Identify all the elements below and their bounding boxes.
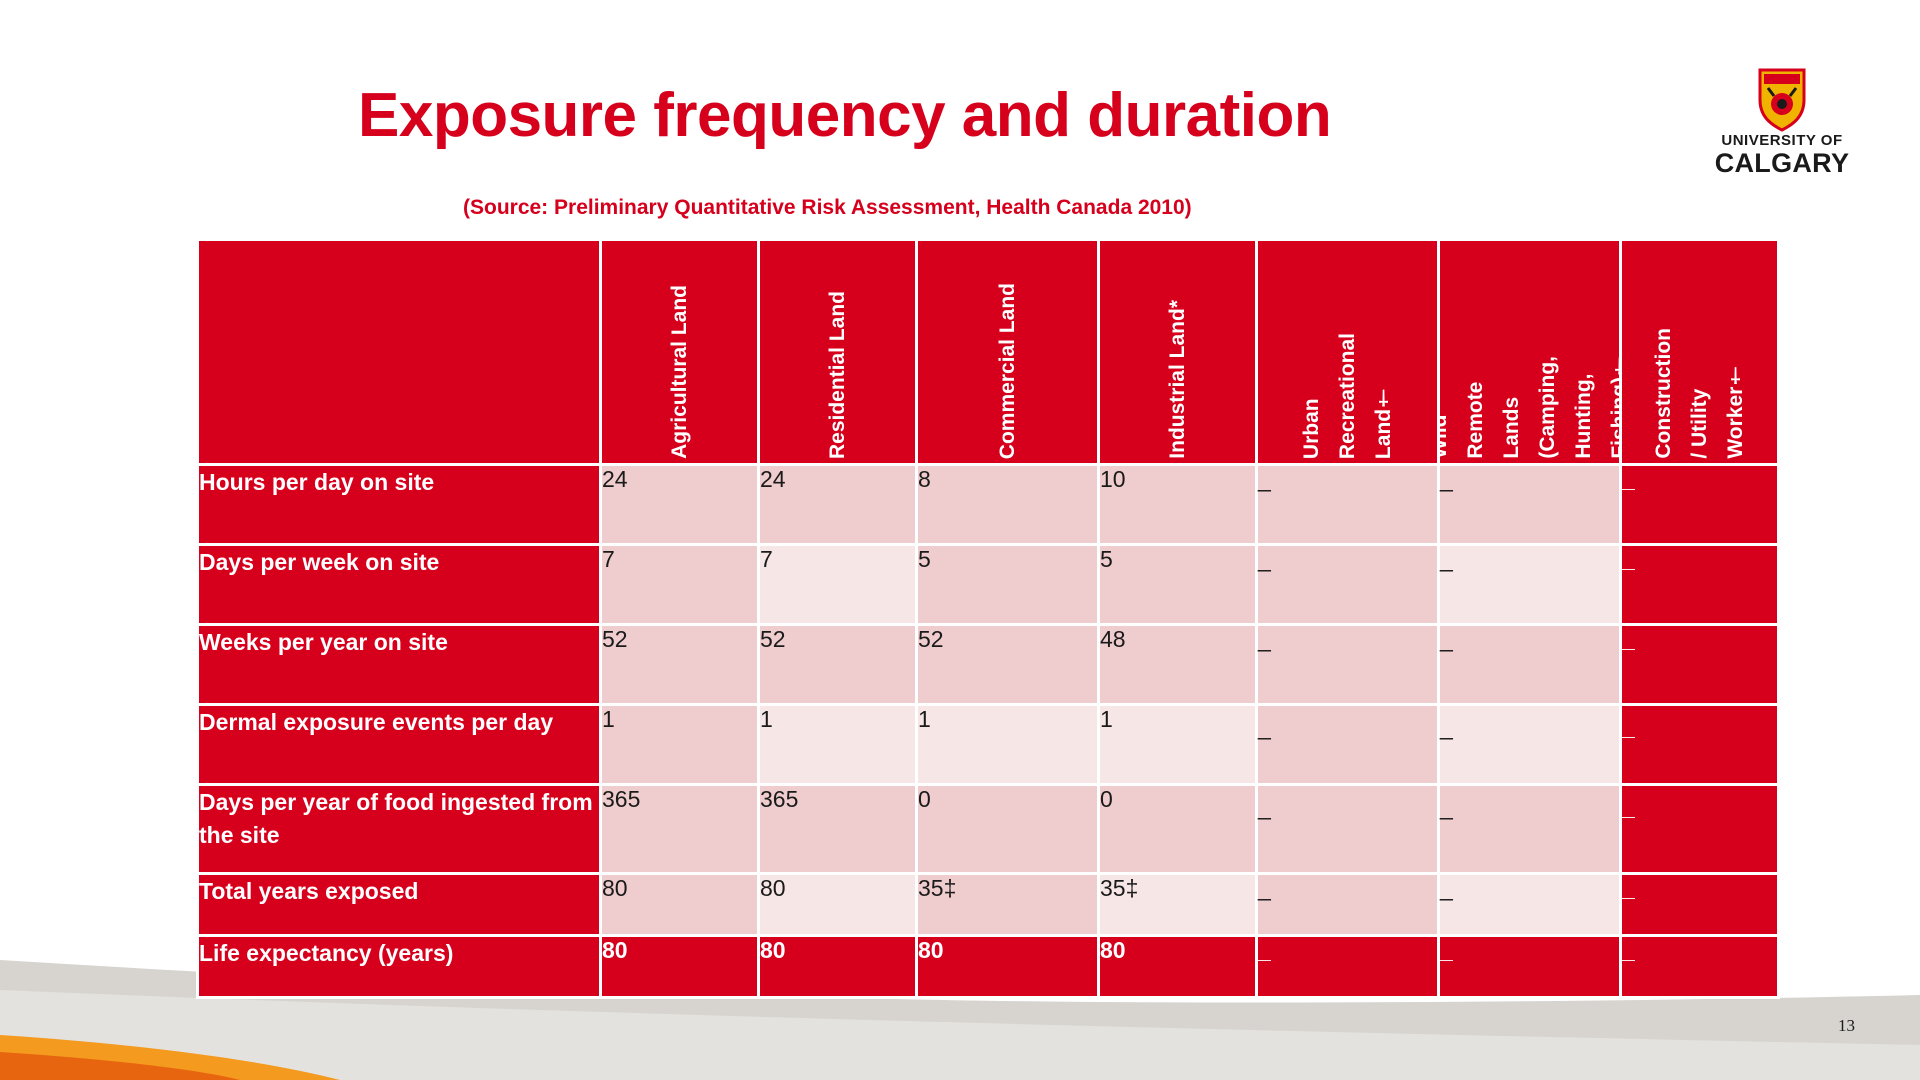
table-cell: 7 (599, 543, 760, 626)
table-cell: 80 (599, 934, 760, 999)
table-row: Total years exposed 80 80 35‡ 35‡ _ _ _ (196, 872, 1780, 937)
table-row: Days per year of food ingested from the … (196, 783, 1780, 875)
table-header-row: Agricultural Land Residential Land Comme… (196, 238, 1780, 466)
column-header: Agricultural Land (599, 238, 760, 466)
table-cell: 80 (1097, 934, 1258, 999)
column-header: Wild Remote Lands (Camping, Hunting, Fis… (1437, 238, 1622, 466)
column-header: Residential Land (757, 238, 918, 466)
table-cell: 7 (757, 543, 918, 626)
row-label: Dermal exposure events per day (196, 703, 602, 786)
table-cell: _ (1619, 703, 1780, 786)
table-cell: _ (1437, 934, 1622, 999)
table-cell: _ (1619, 783, 1780, 875)
column-header: Urban Recreational Land† (1255, 238, 1440, 466)
table-cell: 8 (915, 463, 1100, 546)
crest-icon (1758, 68, 1806, 132)
table-cell: 0 (915, 783, 1100, 875)
table-cell: 365 (757, 783, 918, 875)
table-cell: 80 (757, 872, 918, 937)
table-cell: _ (1619, 623, 1780, 706)
table-cell: 35‡ (1097, 872, 1258, 937)
row-label: Weeks per year on site (196, 623, 602, 706)
logo-line-1: UNIVERSITY OF (1721, 132, 1843, 149)
source-citation: (Source: Preliminary Quantitative Risk A… (463, 196, 1192, 219)
table-cell: 80 (757, 934, 918, 999)
table-cell: 35‡ (915, 872, 1100, 937)
table-cell: 80 (599, 872, 760, 937)
table-cell: 52 (599, 623, 760, 706)
table-cell: 1 (757, 703, 918, 786)
row-label: Life expectancy (years) (196, 934, 602, 999)
table-cell: _ (1619, 463, 1780, 546)
table-row: Hours per day on site 24 24 8 10 _ _ _ (196, 463, 1780, 546)
table-cell: 80 (915, 934, 1100, 999)
table-cell: _ (1437, 872, 1622, 937)
table-cell: 1 (599, 703, 760, 786)
column-header: Commercial Land (915, 238, 1100, 466)
table-cell: _ (1437, 703, 1622, 786)
table-cell: _ (1255, 703, 1440, 786)
table-cell: _ (1255, 934, 1440, 999)
table-cell: 24 (599, 463, 760, 546)
table-row: Dermal exposure events per day 1 1 1 1 _… (196, 703, 1780, 786)
slide-title: Exposure frequency and duration (358, 81, 1332, 150)
table-cell: 5 (1097, 543, 1258, 626)
page-number: 13 (1838, 1016, 1855, 1035)
table-cell: 24 (757, 463, 918, 546)
table-cell: _ (1619, 543, 1780, 626)
logo-line-2: CALGARY (1714, 148, 1850, 178)
university-logo: UNIVERSITY OF CALGARY (1702, 66, 1862, 178)
table-cell: _ (1255, 623, 1440, 706)
table-cell: _ (1437, 623, 1622, 706)
header-corner (196, 238, 602, 466)
table-cell: _ (1619, 934, 1780, 999)
table-cell: 5 (915, 543, 1100, 626)
table-cell: 52 (757, 623, 918, 706)
column-header: Industrial Land* (1097, 238, 1258, 466)
table-row: Weeks per year on site 52 52 52 48 _ _ _ (196, 623, 1780, 706)
table-cell: 48 (1097, 623, 1258, 706)
table-row: Days per week on site 7 7 5 5 _ _ _ (196, 543, 1780, 626)
table-cell: 1 (915, 703, 1100, 786)
table-row: Life expectancy (years) 80 80 80 80 _ _ … (196, 934, 1780, 999)
table-cell: _ (1619, 872, 1780, 937)
table-cell: 1 (1097, 703, 1258, 786)
row-label: Days per year of food ingested from the … (196, 783, 602, 875)
table-cell: _ (1255, 543, 1440, 626)
table-cell: _ (1255, 463, 1440, 546)
column-header: Construction / Utility Worker† (1619, 238, 1780, 466)
table-cell: _ (1255, 783, 1440, 875)
exposure-table: Agricultural Land Residential Land Comme… (196, 238, 1780, 999)
table-cell: _ (1437, 463, 1622, 546)
table-cell: 0 (1097, 783, 1258, 875)
table-cell: 52 (915, 623, 1100, 706)
table-cell: _ (1255, 872, 1440, 937)
row-label: Total years exposed (196, 872, 602, 937)
row-label: Hours per day on site (196, 463, 602, 546)
table-cell: _ (1437, 543, 1622, 626)
row-label: Days per week on site (196, 543, 602, 626)
table-cell: _ (1437, 783, 1622, 875)
table-cell: 365 (599, 783, 760, 875)
table-cell: 10 (1097, 463, 1258, 546)
